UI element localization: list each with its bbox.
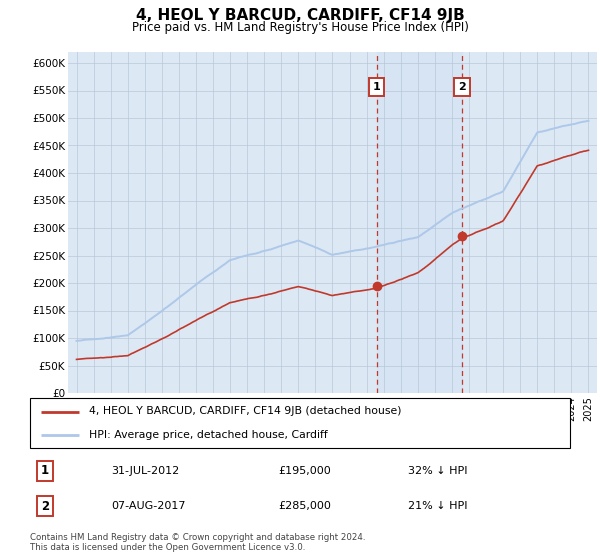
Text: Contains HM Land Registry data © Crown copyright and database right 2024.
This d: Contains HM Land Registry data © Crown c… — [30, 533, 365, 552]
Text: 4, HEOL Y BARCUD, CARDIFF, CF14 9JB: 4, HEOL Y BARCUD, CARDIFF, CF14 9JB — [136, 8, 464, 24]
Text: 21% ↓ HPI: 21% ↓ HPI — [408, 501, 467, 511]
Text: 32% ↓ HPI: 32% ↓ HPI — [408, 466, 467, 476]
Text: 2: 2 — [41, 500, 49, 512]
Text: 31-JUL-2012: 31-JUL-2012 — [111, 466, 179, 476]
Bar — [377, 52, 462, 393]
Text: 4, HEOL Y BARCUD, CARDIFF, CF14 9JB (detached house): 4, HEOL Y BARCUD, CARDIFF, CF14 9JB (det… — [89, 407, 402, 417]
Text: 2: 2 — [458, 82, 466, 92]
Text: 1: 1 — [373, 82, 380, 92]
Text: HPI: Average price, detached house, Cardiff: HPI: Average price, detached house, Card… — [89, 430, 328, 440]
Text: 07-AUG-2017: 07-AUG-2017 — [111, 501, 185, 511]
Text: Price paid vs. HM Land Registry's House Price Index (HPI): Price paid vs. HM Land Registry's House … — [131, 21, 469, 34]
Text: 1: 1 — [41, 464, 49, 478]
Text: £195,000: £195,000 — [278, 466, 331, 476]
Text: £285,000: £285,000 — [278, 501, 331, 511]
